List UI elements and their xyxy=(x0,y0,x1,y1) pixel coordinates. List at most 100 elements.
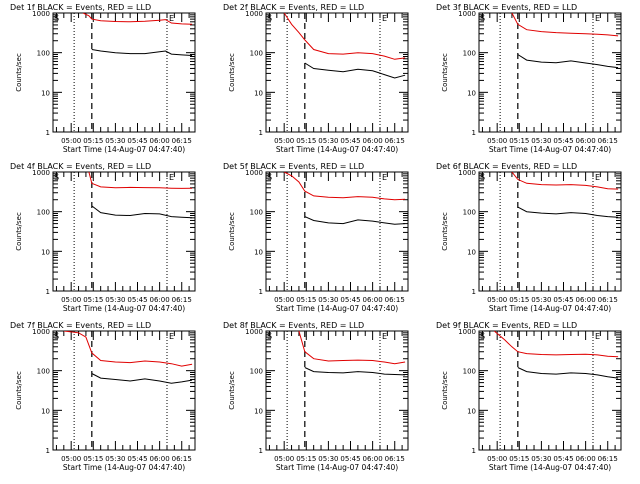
series-line-lld xyxy=(298,331,406,365)
x-tick-label: 05:15 xyxy=(83,455,103,463)
series-line-lld xyxy=(63,331,193,367)
x-tick-label: 06:15 xyxy=(598,455,618,463)
x-tick-label: 05:15 xyxy=(296,296,316,304)
x-tick-label: 05:15 xyxy=(509,455,529,463)
panel-title: Det 9f BLACK = Events, RED = LLD xyxy=(436,321,577,330)
y-tick-label: 1 xyxy=(46,447,50,455)
y-tick-label: 1 xyxy=(259,129,263,137)
x-tick-label: 05:15 xyxy=(509,296,529,304)
y-tick-label: 10 xyxy=(467,89,476,97)
x-axis-label: Start Time (14-Aug-07 04:47:40) xyxy=(489,463,611,472)
x-tick-label: 05:15 xyxy=(83,137,103,145)
flag-s-label: S xyxy=(54,173,59,182)
series-line-events xyxy=(517,367,619,379)
y-tick-label: 1 xyxy=(259,288,263,296)
y-tick-label: 100 xyxy=(463,50,476,58)
x-tick-label: 05:00 xyxy=(61,455,81,463)
y-tick-label: 1000 xyxy=(32,169,50,177)
plot-frame xyxy=(265,12,409,133)
y-tick-label: 100 xyxy=(250,50,263,58)
y-tick-label: 1000 xyxy=(245,10,263,18)
series-line-lld xyxy=(82,13,193,25)
x-tick-label: 05:00 xyxy=(61,296,81,304)
y-tick-label: 1 xyxy=(472,288,476,296)
y-tick-label: 10 xyxy=(254,89,263,97)
y-tick-label: 1 xyxy=(259,447,263,455)
x-tick-label: 06:00 xyxy=(576,455,596,463)
x-axis-label: Start Time (14-Aug-07 04:47:40) xyxy=(276,145,398,154)
x-tick-label: 06:15 xyxy=(385,455,405,463)
panel-title: Det 2f BLACK = Events, RED = LLD xyxy=(223,3,364,12)
x-tick-label: 05:30 xyxy=(105,296,125,304)
y-axis-label: Counts/sec xyxy=(228,53,236,92)
y-tick-label: 1 xyxy=(46,288,50,296)
series-line-lld xyxy=(511,13,619,37)
y-axis-label: Counts/sec xyxy=(15,53,23,92)
x-tick-label: 05:00 xyxy=(274,296,294,304)
series-line-events xyxy=(304,216,406,225)
x-tick-label: 05:45 xyxy=(553,296,573,304)
x-axis-label: Start Time (14-Aug-07 04:47:40) xyxy=(489,304,611,313)
x-axis-label: Start Time (14-Aug-07 04:47:40) xyxy=(63,463,185,472)
plot-frame xyxy=(265,171,409,292)
x-tick-label: 05:30 xyxy=(318,455,338,463)
x-axis-label: Start Time (14-Aug-07 04:47:40) xyxy=(276,304,398,313)
panel-title: Det 4f BLACK = Events, RED = LLD xyxy=(10,162,151,171)
series-line-lld xyxy=(493,331,619,358)
y-tick-label: 1 xyxy=(472,129,476,137)
x-tick-label: 05:00 xyxy=(487,455,507,463)
flag-e-label: E xyxy=(382,173,387,182)
x-tick-label: 05:45 xyxy=(127,296,147,304)
x-tick-label: 06:15 xyxy=(172,296,192,304)
series-line-events xyxy=(304,367,406,376)
x-tick-label: 05:30 xyxy=(531,455,551,463)
y-tick-label: 10 xyxy=(41,248,50,256)
flag-s-label: S xyxy=(480,173,485,182)
panel-det-2: Det 2f BLACK = Events, RED = LLD 1 10 100 10… xyxy=(223,3,409,154)
flag-s-label: S xyxy=(480,332,485,341)
series-line-events xyxy=(517,206,619,218)
y-tick-label: 10 xyxy=(254,407,263,415)
flag-s-label: S xyxy=(480,14,485,23)
y-tick-label: 10 xyxy=(467,248,476,256)
plot-frame xyxy=(52,330,196,451)
x-tick-label: 05:15 xyxy=(296,455,316,463)
y-tick-label: 100 xyxy=(37,209,50,217)
x-tick-label: 06:00 xyxy=(576,296,596,304)
plot-frame xyxy=(478,171,622,292)
series-line-events xyxy=(517,54,619,69)
panel-title: Det 1f BLACK = Events, RED = LLD xyxy=(10,3,151,12)
panel-title: Det 8f BLACK = Events, RED = LLD xyxy=(223,321,364,330)
y-tick-label: 100 xyxy=(463,209,476,217)
y-tick-label: 1000 xyxy=(245,169,263,177)
y-tick-label: 1000 xyxy=(458,328,476,336)
series-line-lld xyxy=(511,172,619,190)
panel-title: Det 5f BLACK = Events, RED = LLD xyxy=(223,162,364,171)
panel-det-8: Det 8f BLACK = Events, RED = LLD 1 10 100 10… xyxy=(223,321,409,472)
flag-e-label: E xyxy=(382,14,387,23)
flag-s-label: S xyxy=(267,332,272,341)
x-tick-label: 05:00 xyxy=(274,137,294,145)
x-tick-label: 05:30 xyxy=(531,137,551,145)
x-tick-label: 05:45 xyxy=(340,455,360,463)
panel-det-6: Det 6f BLACK = Events, RED = LLD 1 10 100 10… xyxy=(436,162,622,313)
y-tick-label: 10 xyxy=(467,407,476,415)
x-tick-label: 05:30 xyxy=(318,137,338,145)
x-axis-label: Start Time (14-Aug-07 04:47:40) xyxy=(63,145,185,154)
y-axis-label: Counts/sec xyxy=(228,212,236,251)
x-tick-label: 05:30 xyxy=(531,296,551,304)
y-tick-label: 100 xyxy=(37,368,50,376)
y-tick-label: 100 xyxy=(250,209,263,217)
series-line-events xyxy=(91,373,193,384)
x-tick-label: 05:45 xyxy=(127,455,147,463)
flag-s-label: S xyxy=(54,332,59,341)
x-tick-label: 05:30 xyxy=(318,296,338,304)
series-line-events xyxy=(91,205,193,219)
y-axis-label: Counts/sec xyxy=(15,371,23,410)
y-tick-label: 1 xyxy=(472,447,476,455)
series-line-lld xyxy=(283,172,406,201)
x-tick-label: 06:15 xyxy=(172,137,192,145)
panel-det-3: Det 3f BLACK = Events, RED = LLD 1 10 100 10… xyxy=(436,3,622,154)
x-tick-label: 06:00 xyxy=(150,137,170,145)
